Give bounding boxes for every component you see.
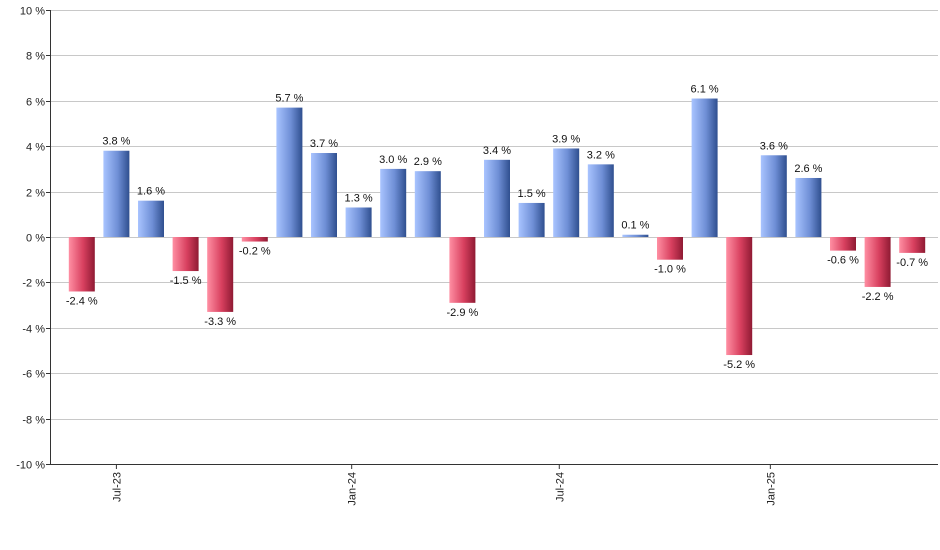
data-label: 2.9 % xyxy=(414,156,442,168)
y-tick-label: 8 % xyxy=(26,51,45,63)
bar xyxy=(899,237,926,253)
bar xyxy=(276,107,303,237)
x-tick-label: Jan-25 xyxy=(765,472,777,506)
data-label: -1.5 % xyxy=(170,275,202,287)
data-label: -3.3 % xyxy=(204,316,236,328)
bar xyxy=(103,150,130,237)
bar xyxy=(622,234,649,237)
bar xyxy=(138,200,164,237)
y-tick-label: -8 % xyxy=(22,415,45,427)
data-label: 1.3 % xyxy=(345,192,373,204)
y-tick-label: 4 % xyxy=(26,142,45,154)
bar xyxy=(345,207,372,237)
y-tick-label: 2 % xyxy=(26,188,45,200)
y-tick-label: -4 % xyxy=(22,324,45,336)
data-label: -0.7 % xyxy=(896,257,928,269)
data-labels: -2.4 % 3.8 % 1.6 % -1.5 % -3.3 % -0.2 % 5.7 % 3… xyxy=(66,84,928,372)
bar xyxy=(68,237,95,292)
data-label: -0.6 % xyxy=(827,255,859,267)
data-label: 3.2 % xyxy=(587,149,615,161)
data-label: 1.6 % xyxy=(137,186,165,198)
bar xyxy=(380,168,407,237)
y-tick-label: -10 % xyxy=(16,460,45,472)
bar xyxy=(449,237,476,303)
bar xyxy=(172,237,199,272)
x-tick-label: Jul-23 xyxy=(111,472,123,502)
bar xyxy=(518,202,545,237)
data-label: 3.6 % xyxy=(760,140,788,152)
x-axis: Jul-23 Jan-24 Jul-24 Jan-25 xyxy=(50,464,938,506)
bar xyxy=(414,171,441,237)
data-label: 1.5 % xyxy=(518,188,546,200)
data-label: 3.7 % xyxy=(310,138,338,150)
data-label: 3.8 % xyxy=(102,136,130,148)
data-label: -0.2 % xyxy=(239,246,271,258)
bar xyxy=(553,148,580,237)
data-label: 3.9 % xyxy=(552,133,580,145)
bar xyxy=(691,98,718,237)
data-label: -2.4 % xyxy=(66,295,98,307)
bars xyxy=(68,98,926,356)
x-tick-label: Jul-24 xyxy=(554,472,566,502)
y-tick-label: -6 % xyxy=(22,369,45,381)
bar xyxy=(484,159,510,237)
data-label: 6.1 % xyxy=(691,84,719,96)
data-label: -2.9 % xyxy=(447,307,479,319)
data-label: 0.1 % xyxy=(621,220,649,232)
data-label: 3.0 % xyxy=(379,154,407,166)
y-tick-label: 0 % xyxy=(26,233,45,245)
bar xyxy=(795,177,822,237)
bar xyxy=(311,153,337,237)
bar xyxy=(241,237,268,242)
data-label: 2.6 % xyxy=(794,163,822,175)
bar xyxy=(864,237,891,287)
data-label: 3.4 % xyxy=(483,145,511,157)
y-axis: -10 % -8 % -6 % -4 % -2 % 0 % 2 % 4 % 6 % 8 % 10 % xyxy=(16,6,51,472)
x-tick-label: Jan-24 xyxy=(347,472,359,506)
y-tick-label: 6 % xyxy=(26,97,45,109)
bar xyxy=(760,155,787,237)
y-tick-label: 10 % xyxy=(20,6,45,18)
bar xyxy=(726,237,753,356)
data-label: -2.2 % xyxy=(862,291,894,303)
bar xyxy=(587,164,614,237)
bar xyxy=(657,237,683,260)
bar xyxy=(207,237,234,312)
bar xyxy=(830,237,856,251)
y-tick-label: -2 % xyxy=(22,278,45,290)
data-label: -1.0 % xyxy=(654,264,686,276)
data-label: 5.7 % xyxy=(275,93,303,105)
data-label: -5.2 % xyxy=(723,359,755,371)
